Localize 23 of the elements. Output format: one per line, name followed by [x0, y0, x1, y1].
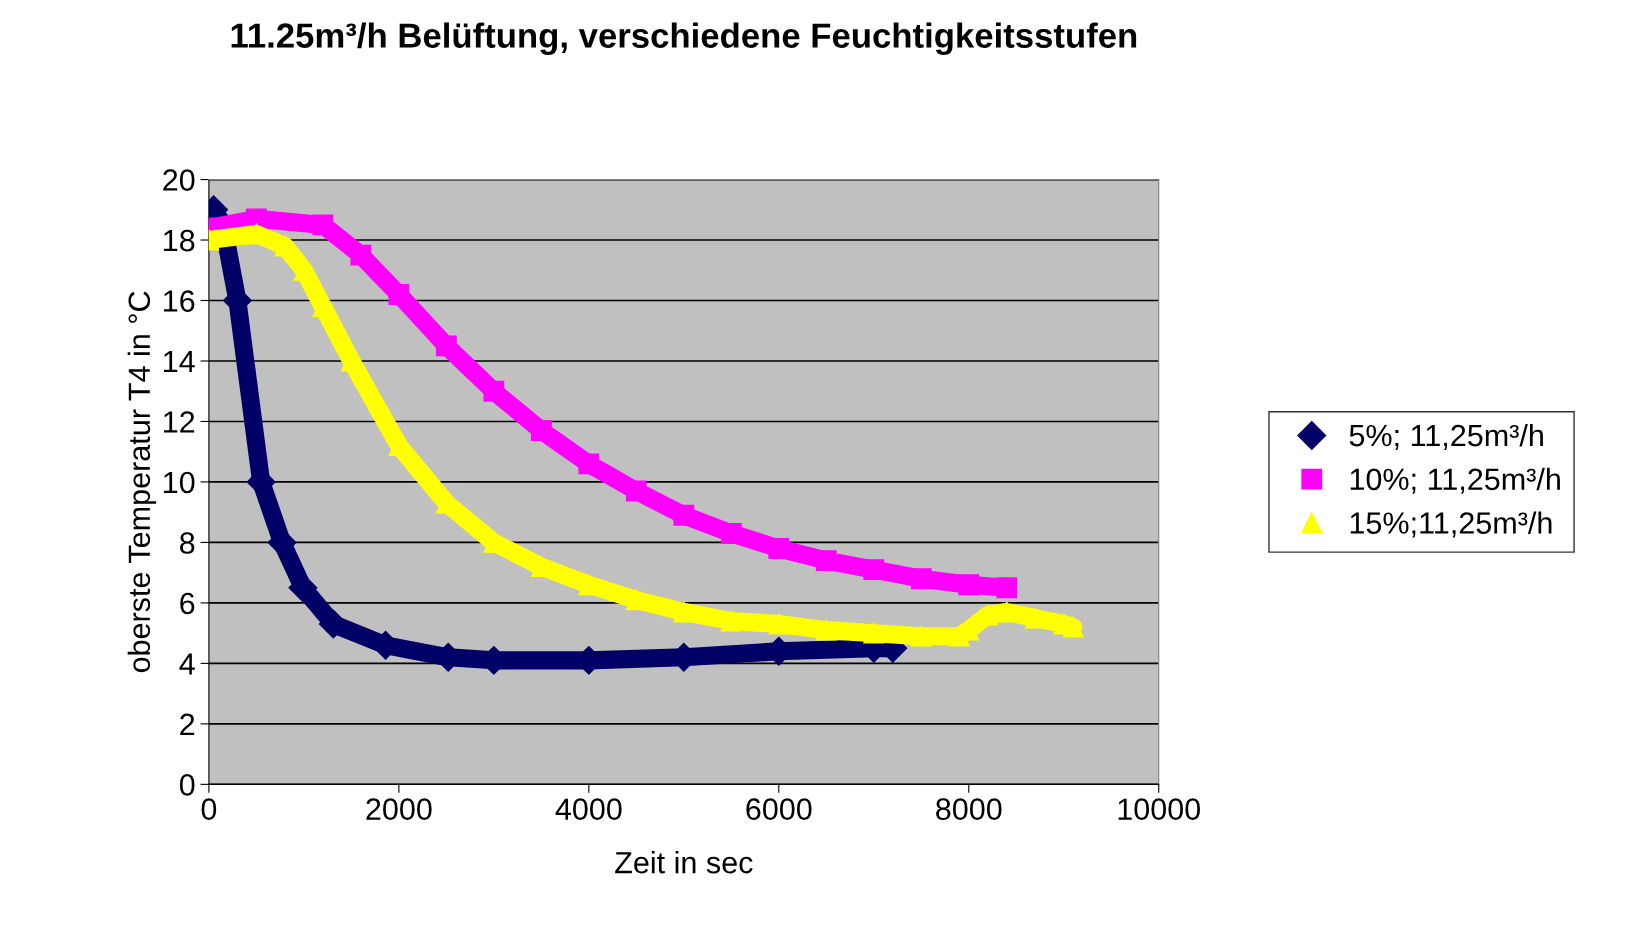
- y-tick-label: 6: [180, 592, 195, 615]
- x-tick-label: 2000: [366, 798, 432, 820]
- y-tick-label: 12: [164, 411, 195, 433]
- x-tick-label: 0: [201, 798, 217, 820]
- y-tick-label: 18: [164, 229, 195, 252]
- legend-label: 10%; 11,25m³/h: [1350, 467, 1560, 494]
- y-tick-label: 20: [163, 169, 195, 191]
- legend-label: 15%;11,25m³/h: [1350, 511, 1552, 538]
- y-tick-label: 16: [164, 290, 195, 312]
- y-tick-label: 2: [180, 713, 195, 735]
- y-axis-title: oberste Temperatur T4 in °C: [127, 291, 157, 673]
- x-tick-label: 6000: [746, 798, 812, 820]
- chart-title: 11.25m³/h Belüftung, verschiedene Feuchtigkeitsstufen: [231, 22, 1137, 55]
- legend-label: 5%; 11,25m³/h: [1349, 423, 1543, 450]
- x-axis-title: Zeit in sec: [615, 851, 753, 874]
- y-tick-label: 4: [179, 653, 195, 675]
- y-tick-label: 8: [180, 532, 195, 554]
- x-tick-label: 10000: [1118, 798, 1201, 820]
- x-tick-label: 4000: [555, 798, 622, 820]
- y-tick-label: 10: [164, 471, 195, 494]
- x-tick-label: 8000: [936, 798, 1002, 820]
- y-tick-label: 0: [179, 774, 195, 796]
- y-tick-label: 14: [164, 351, 195, 373]
